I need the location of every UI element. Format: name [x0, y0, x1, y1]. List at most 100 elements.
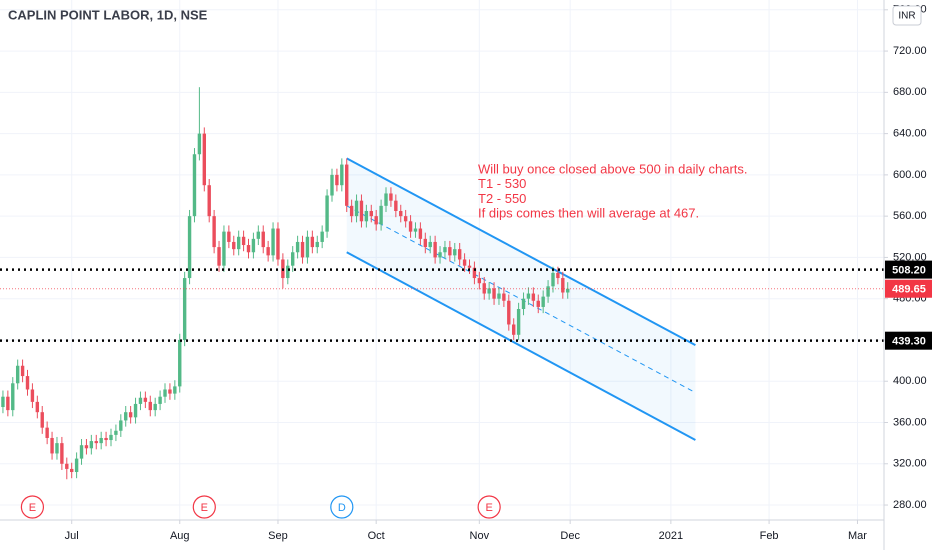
candle-body [457, 249, 462, 260]
candle-body [516, 309, 521, 335]
candle-body [305, 236, 310, 258]
channel-middle [346, 205, 696, 394]
y-tick-label: 280.00 [893, 499, 927, 511]
candle-body [291, 252, 295, 266]
candle-body [182, 278, 187, 340]
candle-body [158, 396, 162, 404]
currency-label[interactable]: INR [898, 11, 915, 22]
candle-body [261, 231, 265, 248]
candle-body [408, 221, 413, 232]
candle-body [55, 443, 59, 454]
y-tick-label: 720.00 [893, 45, 927, 57]
channel-lower [346, 251, 696, 441]
event-label[interactable]: E [201, 502, 208, 514]
candle-body [128, 412, 133, 418]
y-tick-label: 600.00 [893, 169, 927, 181]
annotation-text: If dips comes then will average at 467. [478, 206, 699, 221]
candle-body [217, 247, 221, 266]
candle-body [364, 210, 369, 222]
y-tick-label: 560.00 [893, 210, 927, 222]
candle-body [187, 216, 192, 279]
level-label: 508.20 [892, 265, 926, 277]
candle-body [315, 241, 319, 248]
candle-body [384, 193, 388, 206]
candle-body [310, 236, 315, 248]
candle-body [359, 200, 364, 222]
candle-body [512, 324, 516, 335]
y-tick-label: 360.00 [893, 416, 927, 428]
candle-body [20, 365, 25, 377]
candle-body [1, 396, 5, 408]
candle-body [566, 288, 570, 293]
candle-body [340, 164, 344, 186]
channel-fill [346, 158, 696, 441]
candle-body [300, 241, 305, 258]
event-marker[interactable] [330, 495, 354, 519]
candle-body [119, 420, 123, 431]
candle-body [507, 300, 511, 325]
candle-body [546, 286, 550, 297]
event-marker[interactable] [477, 495, 501, 519]
candle-body [15, 365, 20, 384]
candle-body [482, 283, 486, 294]
candle-body [50, 437, 54, 454]
candle-body [477, 278, 482, 284]
candle-body [472, 267, 477, 279]
candle-body [25, 376, 30, 390]
event-label[interactable]: E [485, 502, 492, 514]
y-tick-label: 520.00 [893, 251, 927, 263]
candle-body [207, 185, 211, 217]
candle-body [74, 458, 79, 473]
candle-body [79, 445, 84, 459]
candle-body [413, 228, 418, 232]
candle-body [531, 293, 536, 301]
candle-body [394, 200, 398, 211]
candle-body [462, 259, 467, 266]
candle-body [536, 300, 540, 307]
candle-body [251, 238, 256, 253]
candle-body [178, 339, 182, 387]
candle-body [40, 412, 44, 428]
level-label: 439.30 [892, 336, 926, 348]
event-label[interactable]: E [29, 502, 36, 514]
candle-body [423, 238, 428, 248]
candle-body [168, 389, 172, 394]
event-marker[interactable] [192, 495, 216, 519]
candle-body [35, 401, 40, 413]
annotation-text: T2 - 550 [478, 191, 526, 206]
candle-body [453, 249, 457, 256]
candle-body [65, 463, 69, 469]
y-tick-label: 400.00 [893, 375, 927, 387]
candle-body [286, 265, 290, 279]
level-label: 489.65 [892, 284, 926, 296]
candle-body [11, 383, 15, 411]
currency-box[interactable] [892, 5, 922, 26]
candle-body [487, 288, 491, 294]
candle-body [241, 236, 246, 246]
candle-body [232, 241, 236, 250]
candle-body [197, 133, 202, 155]
candle-body [104, 437, 108, 441]
candle-body [349, 205, 354, 217]
candle-body [561, 278, 565, 293]
candle-body [202, 133, 207, 186]
candle-body [399, 210, 403, 217]
x-tick-label: Aug [170, 530, 190, 542]
candle-body [379, 205, 383, 225]
candle-body [502, 293, 506, 301]
event-marker[interactable] [20, 495, 45, 519]
candle-body [227, 231, 231, 242]
y-tick-label: 320.00 [893, 458, 927, 470]
candle-body [497, 293, 501, 299]
candle-body [114, 430, 118, 435]
candle-body [256, 231, 261, 239]
candle-body [94, 441, 98, 444]
candle-body [541, 296, 545, 307]
candle-body [369, 210, 373, 217]
chart-title: CAPLIN POINT LABOR, 1D, NSE [8, 7, 208, 22]
candle-body [84, 445, 89, 449]
annotation-text: T1 - 530 [478, 176, 526, 191]
event-label[interactable]: D [338, 502, 346, 514]
candle-body [212, 216, 216, 248]
